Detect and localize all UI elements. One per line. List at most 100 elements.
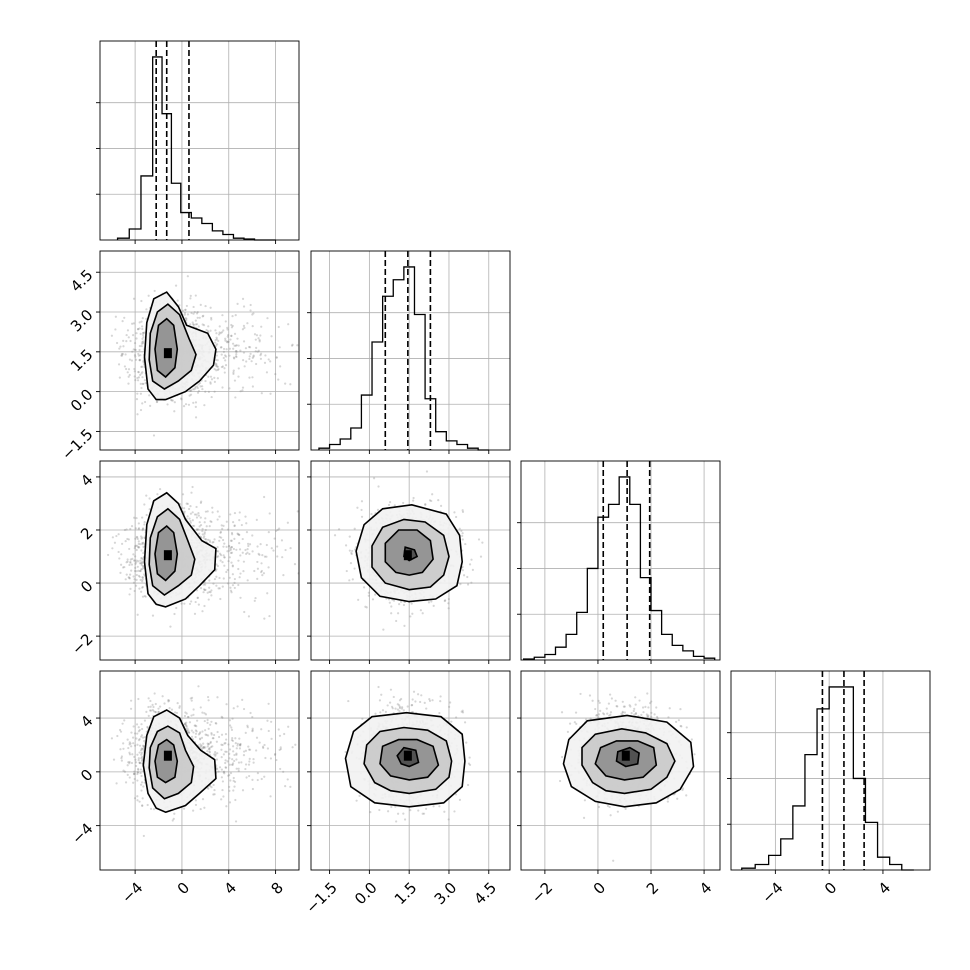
sample-point — [228, 556, 231, 559]
sample-point — [242, 570, 245, 573]
sample-point — [219, 332, 222, 335]
panel-frame — [520, 460, 721, 661]
sample-point — [223, 371, 226, 374]
sample-point — [128, 576, 131, 579]
sample-point — [252, 354, 255, 357]
sample-point — [140, 557, 143, 560]
sample-point — [477, 538, 481, 541]
sample-point — [148, 497, 151, 500]
sample-point — [239, 554, 242, 557]
sample-point — [137, 370, 140, 374]
sample-point — [230, 545, 233, 549]
sample-point — [128, 573, 132, 576]
sample-point — [203, 532, 206, 535]
sample-point — [208, 579, 211, 582]
sample-point — [236, 302, 239, 305]
sample-point — [241, 328, 245, 331]
sample-point — [221, 561, 224, 564]
sample-point — [233, 785, 236, 788]
sample-point — [238, 519, 241, 522]
sample-point — [214, 338, 217, 342]
sample-point — [187, 403, 191, 406]
sample-point — [259, 357, 263, 360]
sample-point — [213, 577, 217, 581]
sample-point — [232, 356, 236, 359]
sample-point — [215, 722, 218, 725]
sample-point — [221, 386, 224, 389]
sample-point — [140, 372, 143, 375]
sample-point — [360, 515, 364, 518]
hist-panel-2 — [517, 460, 721, 661]
sample-point — [132, 575, 135, 578]
sample-point — [274, 752, 277, 756]
sample-point — [201, 530, 204, 533]
sample-point — [143, 781, 146, 784]
sample-point — [141, 402, 144, 405]
sample-point — [235, 747, 238, 750]
sample-point — [214, 362, 217, 365]
sample-point — [114, 328, 117, 331]
sample-point — [424, 503, 427, 506]
sample-point — [233, 344, 236, 347]
sample-point — [227, 340, 230, 343]
sample-point — [192, 388, 195, 391]
sample-point — [248, 543, 252, 546]
sample-point — [242, 305, 246, 308]
sample-point — [272, 549, 275, 552]
sample-point — [216, 343, 219, 346]
sample-point — [197, 325, 200, 328]
sample-point — [242, 560, 246, 563]
sample-point — [142, 331, 145, 335]
sample-point — [143, 573, 146, 576]
sample-point — [190, 491, 193, 494]
sample-point — [158, 488, 162, 491]
sample-point — [232, 547, 235, 551]
sample-point — [199, 385, 202, 388]
sample-point — [198, 525, 201, 528]
density-peak — [403, 550, 412, 561]
sample-point — [156, 400, 159, 403]
sample-point — [267, 566, 270, 569]
sample-point — [192, 323, 195, 326]
sample-point — [195, 323, 199, 326]
sample-point — [461, 510, 465, 514]
sample-point — [191, 511, 194, 514]
sample-point — [206, 718, 209, 722]
sample-point — [265, 371, 269, 374]
sample-point — [141, 558, 145, 561]
sample-point — [142, 551, 145, 555]
sample-point — [119, 563, 123, 566]
sample-point — [238, 511, 241, 514]
sample-point — [134, 544, 137, 547]
sample-point — [246, 542, 250, 545]
sample-point — [245, 552, 248, 556]
sample-point — [218, 766, 222, 769]
sample-point — [226, 326, 229, 329]
sample-point — [140, 344, 143, 348]
sample-point — [256, 560, 259, 564]
sample-point — [253, 569, 256, 573]
sample-point — [128, 373, 131, 377]
sample-point — [270, 720, 273, 723]
sample-point — [215, 584, 218, 587]
sample-point — [120, 759, 123, 762]
sample-point — [138, 800, 141, 803]
sample-point — [201, 387, 204, 391]
sample-point — [371, 598, 375, 601]
sample-point — [215, 365, 218, 368]
sample-point — [115, 534, 118, 538]
sample-point — [135, 535, 138, 539]
sample-point — [208, 539, 211, 542]
sample-point — [396, 612, 400, 615]
sample-point — [192, 323, 195, 326]
sample-point — [243, 365, 246, 368]
sample-point — [141, 748, 144, 751]
sample-point — [127, 375, 130, 378]
sample-point — [200, 500, 203, 503]
sample-point — [268, 614, 271, 618]
sample-point — [142, 342, 145, 345]
sample-point — [153, 289, 156, 293]
sample-point — [123, 365, 127, 368]
sample-point — [221, 314, 224, 317]
sample-point — [141, 541, 144, 545]
